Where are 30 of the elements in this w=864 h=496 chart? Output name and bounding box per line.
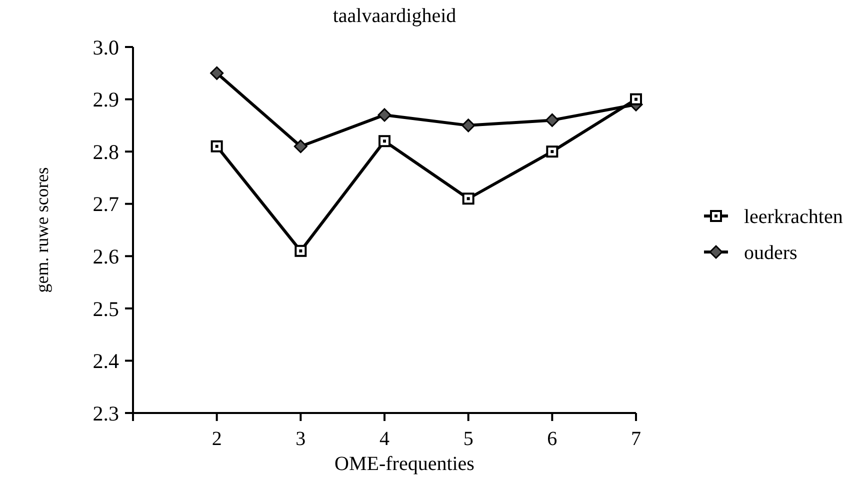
point [462,192,474,205]
y-axis-title: gem. ruwe scores [32,167,52,293]
x-tick-label: 4 [380,428,390,450]
x-tick-label: 2 [212,428,222,450]
y-tick-label: 2.4 [92,349,120,374]
y-tick-label: 2.3 [92,401,119,426]
y-tick-label: 2.8 [92,140,119,164]
y-tick-label: 3.0 [92,35,119,60]
y-tick-label: 2.6 [92,244,119,268]
point [545,113,559,127]
legend-label: leerkrachten [744,206,843,228]
x-tick-label: 7 [631,428,641,450]
point [462,118,476,132]
point [210,140,223,152]
point [630,93,642,106]
x-tick-label: 6 [547,428,558,450]
y-tick-label: 2.9 [92,88,119,112]
x-tick-label: 5 [463,428,474,450]
point [378,135,390,148]
chart-title: taalvaardigheid [332,5,456,27]
x-tick-label: 3 [296,428,306,450]
y-tick-label: 2.5 [92,296,119,321]
point [210,66,224,80]
legend-label: ouders [744,242,798,264]
point [378,108,392,122]
point [546,146,558,158]
point [294,140,308,154]
x-axis-title: OME-frequenties [334,453,475,475]
point [294,244,307,257]
y-tick-label: 2.7 [92,192,119,216]
